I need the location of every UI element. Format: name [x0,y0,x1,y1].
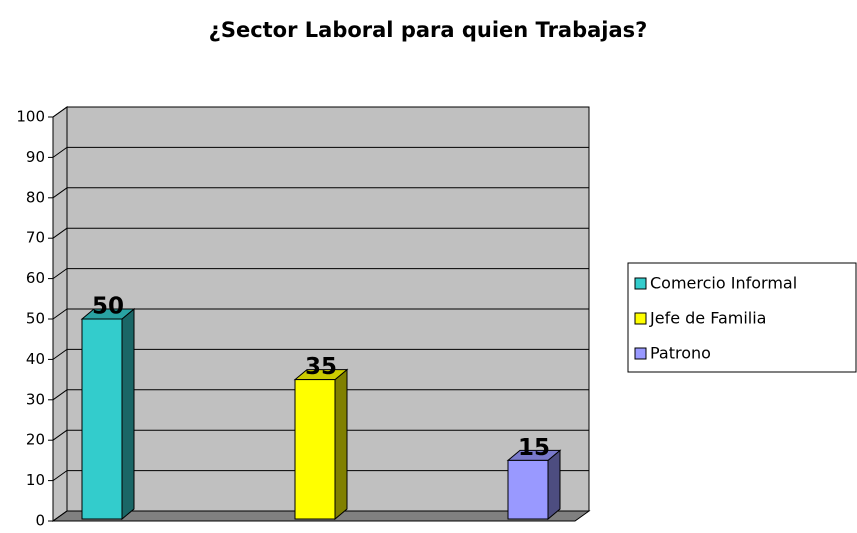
grid-line [52,348,68,360]
legend-swatch [634,277,647,290]
y-tick-label: 100 [16,108,45,126]
legend-label: Patrono [650,344,711,363]
y-tick-label: 50 [26,310,45,328]
legend-label: Comercio Informal [650,274,797,293]
y-tick-label: 80 [26,188,45,206]
y-tick-label: 90 [26,148,45,166]
y-tick-label: 40 [26,350,45,368]
chart-title: ¿Sector Laboral para quien Trabajas? [209,18,648,42]
y-tick-label: 0 [35,512,45,530]
data-label: 50 [92,294,124,320]
grid-line [52,106,68,118]
y-tick-label: 20 [26,431,45,449]
bar [81,318,123,520]
y-tick-label: 70 [26,229,45,247]
grid-line [52,187,68,199]
y-tick-label: 60 [26,269,45,287]
grid-line [52,510,68,522]
grid-line [52,227,68,239]
grid-line [52,268,68,280]
grid-line [52,146,68,158]
grid-line [52,429,68,441]
data-label: 35 [305,354,337,380]
grid-line [52,308,68,320]
bar [294,379,336,520]
grid-line [52,470,68,482]
legend-box [627,262,857,373]
legend-label: Jefe de Familia [649,309,766,328]
legend-swatch [634,312,647,325]
bar-side [334,368,348,521]
y-tick-label: 30 [26,390,45,408]
bar-side [121,307,135,521]
grid-line [52,389,68,401]
data-label: 15 [518,435,550,461]
legend-swatch [634,347,647,360]
y-tick-label: 10 [26,471,45,489]
bar [507,459,549,520]
